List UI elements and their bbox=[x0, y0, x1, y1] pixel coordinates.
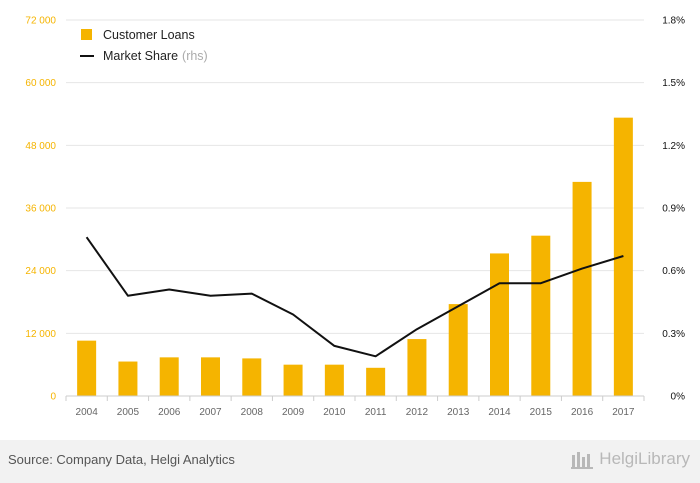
left-axis-tick-label: 36 000 bbox=[25, 204, 56, 215]
right-axis-tick-label: 0.3% bbox=[662, 329, 685, 340]
bar-customer-loans bbox=[531, 235, 551, 396]
left-axis-tick-label: 48 000 bbox=[25, 141, 56, 152]
line-series bbox=[85, 236, 624, 358]
x-axis-tick-label: 2009 bbox=[282, 407, 305, 418]
bar-customer-loans bbox=[490, 253, 509, 396]
x-axis-tick-label: 2005 bbox=[117, 407, 140, 418]
bar-customer-loans bbox=[324, 364, 344, 396]
legend-swatch-customer-loans bbox=[81, 29, 92, 40]
bar-customer-loans bbox=[448, 304, 468, 396]
right-axis-tick-label: 1.8% bbox=[662, 16, 685, 27]
x-axis-tick-label: 2014 bbox=[488, 407, 511, 418]
x-axis-tick-label: 2015 bbox=[530, 407, 553, 418]
chart-canvas: 0 0% 12 000 0.3% 24 000 0.6% 36 000 0.9% 48 000 1… bbox=[25, 16, 685, 419]
bar-customer-loans bbox=[366, 367, 386, 396]
line-market-share bbox=[85, 236, 624, 358]
bar-customer-loans bbox=[242, 358, 262, 396]
left-axis-tick-label: 24 000 bbox=[25, 266, 56, 277]
footer: Source: Company Data, Helgi Analytics He… bbox=[0, 440, 700, 483]
x-axis-tick-label: 2017 bbox=[612, 407, 635, 418]
left-axis-tick-label: 72 000 bbox=[25, 16, 56, 27]
left-axis-tick-label: 0 bbox=[50, 392, 56, 403]
library-icon bbox=[571, 452, 594, 469]
legend: Customer Loans Market Share (rhs) bbox=[80, 28, 208, 63]
legend-label-market-share: Market Share (rhs) bbox=[103, 49, 208, 63]
bar-customer-loans bbox=[283, 364, 303, 396]
x-axis-tick-label: 2016 bbox=[571, 407, 594, 418]
legend-label-market-share-suffix: (rhs) bbox=[182, 49, 208, 63]
x-axis-tick-label: 2008 bbox=[241, 407, 264, 418]
bar-customer-loans bbox=[77, 340, 97, 396]
bar-customer-loans bbox=[118, 361, 138, 396]
right-axis-tick-label: 0.9% bbox=[662, 204, 685, 215]
right-axis-tick-label: 1.2% bbox=[662, 141, 685, 152]
bar-customer-loans bbox=[572, 181, 592, 396]
bar-customer-loans bbox=[407, 339, 427, 396]
x-axis-tick-label: 2010 bbox=[323, 407, 346, 418]
gridlines bbox=[66, 19, 644, 334]
right-axis-tick-label: 0% bbox=[671, 392, 686, 403]
x-axis-tick-label: 2011 bbox=[365, 407, 387, 418]
x-axis-tick-label: 2004 bbox=[76, 407, 99, 418]
legend-label-customer-loans: Customer Loans bbox=[103, 28, 195, 42]
brand-logo[interactable]: HelgiLibrary bbox=[571, 449, 690, 469]
left-axis-tick-label: 60 000 bbox=[25, 78, 56, 89]
x-axis-tick-label: 2007 bbox=[199, 407, 222, 418]
brand-name: HelgiLibrary bbox=[599, 449, 690, 468]
right-axis-tick-label: 0.6% bbox=[662, 266, 685, 277]
right-axis-tick-label: 1.5% bbox=[662, 78, 685, 89]
legend-label-market-share-name: Market Share bbox=[103, 49, 178, 63]
bar-customer-loans bbox=[159, 357, 179, 396]
bar-series bbox=[77, 117, 633, 397]
axes: 0 0% 12 000 0.3% 24 000 0.6% 36 000 0.9% 48 000 1… bbox=[25, 16, 685, 419]
x-axis-tick-label: 2012 bbox=[406, 407, 429, 418]
x-axis-tick-label: 2006 bbox=[158, 407, 181, 418]
bar-customer-loans bbox=[201, 357, 220, 396]
left-axis-tick-label: 12 000 bbox=[25, 329, 56, 340]
x-axis-tick-label: 2013 bbox=[447, 407, 470, 418]
source-text: Source: Company Data, Helgi Analytics bbox=[8, 452, 235, 467]
